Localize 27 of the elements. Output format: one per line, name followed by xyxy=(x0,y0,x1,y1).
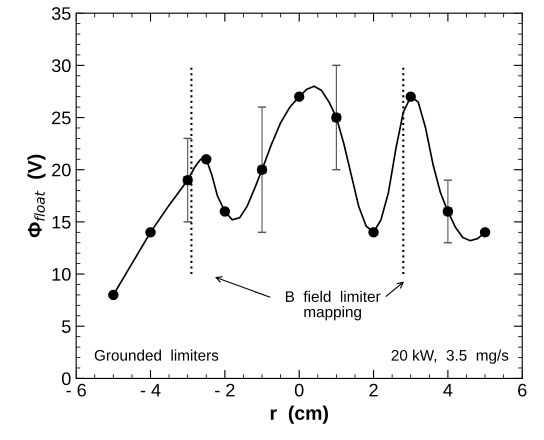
x-tick-label: - 4 xyxy=(140,384,161,396)
point xyxy=(108,290,119,300)
point xyxy=(201,154,212,164)
y-tick-label: 25 xyxy=(52,111,71,124)
annotation: 20 kW, 3.5 mg/s xyxy=(392,350,508,364)
point xyxy=(220,206,230,217)
x-tick-label: 2 xyxy=(369,384,378,396)
x-tick-label: 0 xyxy=(294,384,304,397)
y-tick-label: 20 xyxy=(52,164,71,176)
x-tick-label: 4 xyxy=(443,384,452,396)
x-tick-label: - 2 xyxy=(215,384,234,396)
point xyxy=(145,227,156,238)
y-axis-title: Φ$_{float}$ (V) xyxy=(27,154,46,238)
x-axis-title: r (cm) xyxy=(270,406,328,424)
y-tick-label: 10 xyxy=(52,268,71,281)
point xyxy=(480,227,490,238)
x-tick-label: 6 xyxy=(518,384,526,397)
point xyxy=(406,91,416,102)
annotation: Grounded limiters xyxy=(94,350,218,361)
y-tick-label: 0 xyxy=(62,372,71,386)
point xyxy=(368,227,379,238)
annotation: B field limiter mapping xyxy=(286,290,380,320)
y-tick-label: 5 xyxy=(62,320,71,333)
y-tick-label: 35 xyxy=(52,7,71,20)
y-tick-label: 15 xyxy=(52,216,71,229)
y-tick-label: 30 xyxy=(52,59,71,72)
point xyxy=(294,91,304,102)
